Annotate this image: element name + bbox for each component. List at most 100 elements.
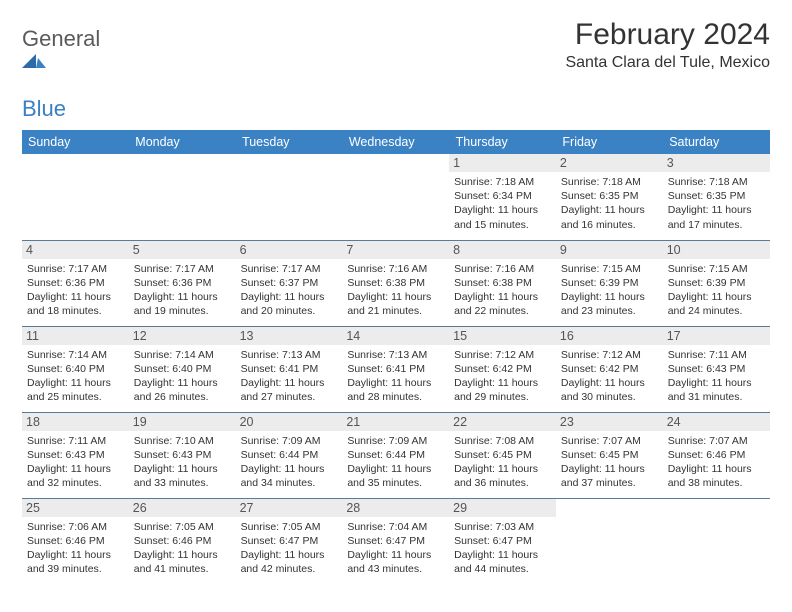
day-details: Sunrise: 7:11 AMSunset: 6:43 PMDaylight:… xyxy=(27,434,124,491)
day-details: Sunrise: 7:15 AM Sunset: 6:39 PM Daylight:… xyxy=(561,262,658,319)
sunrise-line: Sunrise: 7:18 AM xyxy=(561,176,641,188)
sunrise-line: Sunrise: 7:04 AM xyxy=(347,521,427,533)
sunrise-line: Sunrise: 7:12 AM xyxy=(561,349,641,361)
sunrise-line: Sunrise: 7:17 AM xyxy=(241,263,321,275)
sunrise-line: Sunrise: 7:18 AM xyxy=(668,176,748,188)
sunrise-line: Sunrise: 7:08 AM xyxy=(454,435,534,447)
day-number: 23 xyxy=(556,413,663,431)
weekday-header: Sunday xyxy=(22,130,129,154)
sunrise-line: Sunrise: 7:14 AM xyxy=(27,349,107,361)
calendar-cell: 16Sunrise: 7:12 AMSunset: 6:42 PMDayligh… xyxy=(556,326,663,412)
sunrise-line: Sunrise: 7:11 AM xyxy=(27,435,106,447)
day-details: Sunrise: 7:16 AMSunset: 6:38 PMDaylight:… xyxy=(454,262,551,319)
sunrise-line: Sunrise: 7:13 AM xyxy=(347,349,427,361)
sunrise-line: Sunrise: 7:14 AM xyxy=(134,349,214,361)
daylight-line: Daylight: 11 hours and 23 minutes. xyxy=(561,291,645,317)
day-details: Sunrise: 7:15 AMSunset: 6:39 PMDaylight:… xyxy=(668,262,765,319)
calendar-cell: 17Sunrise: 7:11 AMSunset: 6:43 PMDayligh… xyxy=(663,326,770,412)
sunset-line: Sunset: 6:41 PM xyxy=(241,363,319,375)
day-number: 20 xyxy=(236,413,343,431)
sunset-line: Sunset: 6:40 PM xyxy=(134,363,212,375)
day-number-empty: . xyxy=(22,154,129,172)
logo-text-general: General xyxy=(22,26,100,51)
sunset-line: Sunset: 6:46 PM xyxy=(27,535,105,547)
day-details: Sunrise: 7:04 AMSunset: 6:47 PMDaylight:… xyxy=(347,520,444,577)
day-details: Sunrise: 7:13 AMSunset: 6:41 PMDaylight:… xyxy=(347,348,444,405)
day-number: 12 xyxy=(129,327,236,345)
calendar-cell: 15Sunrise: 7:12 AMSunset: 6:42 PMDayligh… xyxy=(449,326,556,412)
sunset-line: Sunset: 6:42 PM xyxy=(561,363,639,375)
calendar-cell: 13Sunrise: 7:13 AMSunset: 6:41 PMDayligh… xyxy=(236,326,343,412)
sunset-line: Sunset: 6:45 PM xyxy=(561,449,639,461)
sunset-line: Sunset: 6:39 PM xyxy=(561,277,639,289)
sunset-line: Sunset: 6:34 PM xyxy=(454,190,532,202)
day-details: Sunrise: 7:18 AM Sunset: 6:34 PM Daylight:… xyxy=(454,175,551,232)
calendar-cell: 19Sunrise: 7:10 AMSunset: 6:43 PMDayligh… xyxy=(129,412,236,498)
day-number: 1 xyxy=(449,154,556,172)
daylight-line: Daylight: 11 hours and 39 minutes. xyxy=(27,549,111,575)
calendar-cell: 12Sunrise: 7:14 AMSunset: 6:40 PMDayligh… xyxy=(129,326,236,412)
sunrise-line: Sunrise: 7:13 AM xyxy=(241,349,321,361)
day-number: 8 xyxy=(449,241,556,259)
day-details: Sunrise: 7:05 AMSunset: 6:47 PMDaylight:… xyxy=(241,520,338,577)
day-number: 18 xyxy=(22,413,129,431)
sunset-line: Sunset: 6:44 PM xyxy=(241,449,319,461)
weekday-header: Thursday xyxy=(449,130,556,154)
daylight-line: Daylight: 11 hours and 15 minutes. xyxy=(454,204,538,230)
sunrise-line: Sunrise: 7:17 AM xyxy=(27,263,107,275)
daylight-line: Daylight: 11 hours and 17 minutes. xyxy=(668,204,752,230)
day-details: Sunrise: 7:05 AMSunset: 6:46 PMDaylight:… xyxy=(134,520,231,577)
sunset-line: Sunset: 6:47 PM xyxy=(241,535,319,547)
sunrise-line: Sunrise: 7:18 AM xyxy=(454,176,534,188)
calendar-cell: 11Sunrise: 7:14 AMSunset: 6:40 PMDayligh… xyxy=(22,326,129,412)
day-details: Sunrise: 7:14 AMSunset: 6:40 PMDaylight:… xyxy=(27,348,124,405)
day-number-empty: . xyxy=(129,154,236,172)
weekday-header: Monday xyxy=(129,130,236,154)
calendar-cell: 27Sunrise: 7:05 AMSunset: 6:47 PMDayligh… xyxy=(236,498,343,584)
calendar-week-row: ....1Sunrise: 7:18 AMSunset: 6:34 PMDayl… xyxy=(22,154,770,240)
sunrise-line: Sunrise: 7:16 AM xyxy=(347,263,427,275)
sunrise-line: Sunrise: 7:07 AM xyxy=(561,435,641,447)
day-details: Sunrise: 7:07 AMSunset: 6:46 PMDaylight:… xyxy=(668,434,765,491)
sunrise-line: Sunrise: 7:03 AM xyxy=(454,521,534,533)
calendar-cell: 14Sunrise: 7:13 AMSunset: 6:41 PMDayligh… xyxy=(342,326,449,412)
sunset-line: Sunset: 6:36 PM xyxy=(134,277,212,289)
calendar-cell: 24Sunrise: 7:07 AMSunset: 6:46 PMDayligh… xyxy=(663,412,770,498)
calendar-body: ....1Sunrise: 7:18 AMSunset: 6:34 PMDayl… xyxy=(22,154,770,584)
calendar-cell: 26Sunrise: 7:05 AMSunset: 6:46 PMDayligh… xyxy=(129,498,236,584)
logo-text-blue: Blue xyxy=(22,96,66,121)
daylight-line: Daylight: 11 hours and 21 minutes. xyxy=(347,291,431,317)
sunrise-line: Sunrise: 7:11 AM xyxy=(668,349,747,361)
calendar-cell: 6Sunrise: 7:17 AMSunset: 6:37 PMDaylight… xyxy=(236,240,343,326)
sunset-line: Sunset: 6:46 PM xyxy=(668,449,746,461)
month-title: February 2024 xyxy=(565,18,770,52)
day-details: Sunrise: 7:16 AM Sunset: 6:38 PM Daylight:… xyxy=(347,262,444,319)
day-details: Sunrise: 7:06 AMSunset: 6:46 PMDaylight:… xyxy=(27,520,124,577)
daylight-line: Daylight: 11 hours and 28 minutes. xyxy=(347,377,431,403)
sunrise-line: Sunrise: 7:10 AM xyxy=(134,435,214,447)
day-number: 10 xyxy=(663,241,770,259)
calendar-header-row: SundayMondayTuesdayWednesdayThursdayFrid… xyxy=(22,130,770,154)
calendar-cell: . xyxy=(556,498,663,584)
calendar-cell: 9Sunrise: 7:15 AMSunset: 6:39 PMDaylight… xyxy=(556,240,663,326)
sunrise-line: Sunrise: 7:16 AM xyxy=(454,263,534,275)
day-number: 22 xyxy=(449,413,556,431)
calendar-cell: 23Sunrise: 7:07 AMSunset: 6:45 PMDayligh… xyxy=(556,412,663,498)
daylight-line: Daylight: 11 hours and 32 minutes. xyxy=(27,463,111,489)
sunrise-line: Sunrise: 7:15 AM xyxy=(561,263,641,275)
day-details: Sunrise: 7:11 AMSunset: 6:43 PMDaylight:… xyxy=(668,348,765,405)
calendar-cell: 7Sunrise: 7:16 AMSunset: 6:38 PMDaylight… xyxy=(342,240,449,326)
calendar-cell: 10 Sunrise: 7:15 AMSunset: 6:39 PMDayligh… xyxy=(663,240,770,326)
sunset-line: Sunset: 6:43 PM xyxy=(668,363,746,375)
day-number: 25 xyxy=(22,499,129,517)
daylight-line: Daylight: 11 hours and 41 minutes. xyxy=(134,549,218,575)
day-details: Sunrise: 7:08 AMSunset: 6:45 PMDaylight:… xyxy=(454,434,551,491)
day-number: 3 xyxy=(663,154,770,172)
sunset-line: Sunset: 6:38 PM xyxy=(347,277,425,289)
sunset-line: Sunset: 6:42 PM xyxy=(454,363,532,375)
calendar-cell: 3Sunrise: 7:18 AMSunset: 6:35 PMDaylight… xyxy=(663,154,770,240)
sunrise-line: Sunrise: 7:17 AM xyxy=(134,263,214,275)
sunset-line: Sunset: 6:44 PM xyxy=(347,449,425,461)
day-details: Sunrise: 7:09 AMSunset: 6:44 PMDaylight:… xyxy=(241,434,338,491)
day-number: 28 xyxy=(342,499,449,517)
